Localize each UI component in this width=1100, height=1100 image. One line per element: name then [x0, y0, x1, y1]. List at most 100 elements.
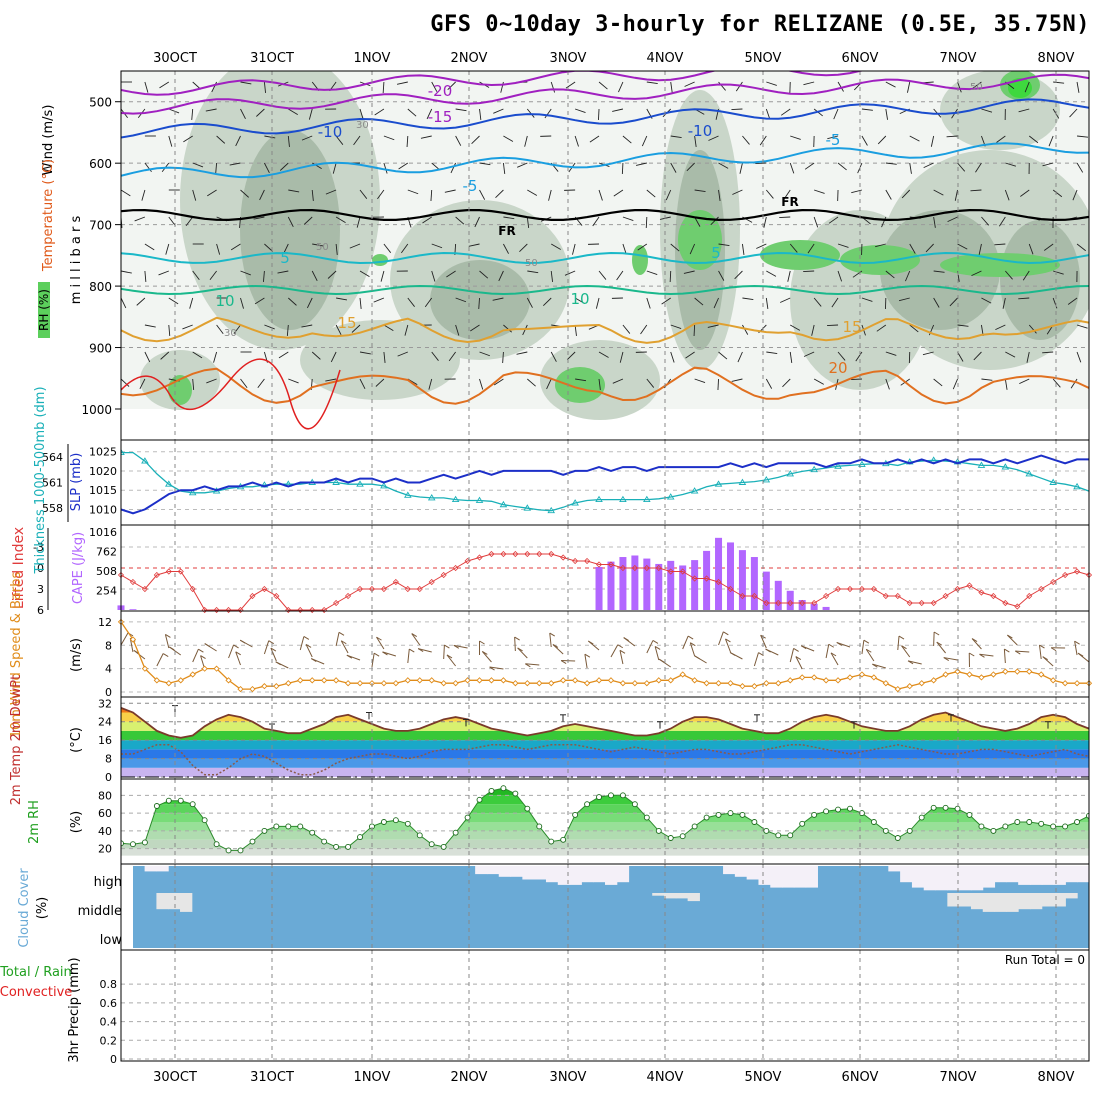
- thickness-tick-label: 558: [42, 502, 63, 515]
- cloud-clear-middle: [180, 893, 193, 912]
- rh-point: [476, 796, 483, 803]
- lifted-index-point: [906, 599, 913, 607]
- wind-barb: [694, 216, 701, 227]
- wind-barb-flag: [968, 652, 975, 657]
- cape-tick-label: 762: [96, 546, 117, 559]
- cloud-clear-high: [923, 866, 937, 891]
- lifted-index-line: [120, 553, 1090, 611]
- wind-barb: [922, 351, 934, 356]
- rh-label: 50: [970, 82, 983, 93]
- wind-barb-flag: [690, 642, 696, 647]
- pressure-tick-label: 900: [89, 342, 112, 356]
- cape-tick-label: 508: [96, 565, 117, 578]
- wind-barb: [640, 324, 648, 335]
- rh-point: [237, 847, 244, 854]
- wind-barb: [164, 634, 170, 649]
- cloud-clear-high: [1077, 866, 1090, 883]
- cloud-clear-high: [793, 866, 807, 888]
- wind-barb: [598, 351, 609, 358]
- wind-barb: [383, 135, 395, 141]
- wind-barb: [685, 351, 695, 359]
- wind-barb: [356, 216, 361, 228]
- wind-speed-point: [1002, 668, 1009, 675]
- rh-point: [739, 811, 746, 818]
- wind-barb: [954, 189, 958, 201]
- cloud-row-label: high: [94, 875, 122, 890]
- wind-barb: [833, 108, 839, 120]
- wind-barb-flag: [489, 666, 495, 671]
- wind-barb: [453, 644, 468, 649]
- cape-bar: [738, 550, 746, 610]
- lifted-index-point: [1073, 568, 1081, 575]
- wind-barb-flag: [198, 648, 204, 653]
- wind-barb: [144, 324, 156, 328]
- wind-barb: [789, 243, 798, 253]
- wind-speed-point: [285, 680, 292, 687]
- wind-barb-flag: [933, 631, 940, 636]
- wind-barb: [213, 351, 218, 363]
- wind-barb: [885, 108, 889, 120]
- wind-barb: [134, 216, 146, 222]
- wind-barb: [981, 297, 992, 304]
- wind-speed-point: [571, 677, 579, 684]
- cloud-clear-middle: [156, 893, 169, 910]
- wind-barb: [353, 135, 361, 146]
- wind-barb: [710, 216, 719, 226]
- wind-barb: [228, 644, 235, 659]
- wind-barb: [718, 631, 724, 646]
- cloud-clear-middle: [168, 893, 181, 910]
- panel-border: [120, 949, 1090, 1062]
- wind-barb: [277, 270, 289, 274]
- rh-point: [715, 811, 722, 818]
- wind-barb: [613, 189, 624, 197]
- wind-speed-point: [249, 685, 256, 693]
- cape-bar: [762, 571, 770, 610]
- wind-speed-point: [297, 677, 304, 684]
- lifted-index-point: [1050, 578, 1057, 586]
- wind-barb: [544, 108, 552, 119]
- rh-point: [225, 847, 232, 854]
- wind-barb: [359, 189, 368, 199]
- cape-label: CAPE (J/kg): [71, 532, 86, 604]
- wind-barb: [431, 270, 436, 282]
- wind-barb-flag: [482, 651, 488, 655]
- wind-barb: [795, 656, 803, 670]
- wind-barb: [1018, 297, 1030, 300]
- rh-label: 30: [356, 120, 369, 131]
- wind-barb: [270, 647, 277, 662]
- lifted-index-point: [309, 606, 316, 614]
- wind-barb: [278, 351, 289, 359]
- cloud-clear-high: [805, 866, 818, 888]
- wind-barb: [1076, 243, 1086, 252]
- cloud-clear-high: [1018, 866, 1031, 885]
- lifted-index-point: [1038, 585, 1045, 593]
- wind-barb: [619, 351, 624, 363]
- rh-point: [882, 827, 889, 834]
- temp-line: [121, 707, 1089, 739]
- rh-point: [847, 805, 853, 812]
- lifted-tick-label: -3: [33, 541, 44, 554]
- wind-barb-flag: [901, 645, 907, 650]
- wind-barb: [182, 324, 193, 330]
- wind-barb: [979, 653, 994, 657]
- wind-barb: [192, 162, 204, 168]
- rh-point: [524, 805, 531, 812]
- wind-barb: [443, 644, 445, 660]
- lifted-index-point: [727, 585, 734, 593]
- rh-point: [560, 836, 567, 843]
- wind-barb-flag: [866, 648, 872, 653]
- wind-barb: [189, 297, 194, 309]
- wind-speed-point: [679, 671, 686, 678]
- wind-barb-flag: [795, 656, 802, 660]
- wind-speed-point: [990, 671, 997, 678]
- cloud-clear-high: [1029, 866, 1043, 885]
- wind-barb: [422, 216, 432, 224]
- wind-barb: [311, 189, 314, 201]
- wind-barb: [550, 243, 561, 250]
- lifted-index-point: [524, 550, 531, 558]
- rh-point: [835, 806, 841, 813]
- thickness-tick-label: 561: [42, 477, 63, 490]
- wind-speed-point: [870, 674, 878, 681]
- wind-barb: [665, 189, 672, 201]
- wind-barb: [430, 189, 433, 202]
